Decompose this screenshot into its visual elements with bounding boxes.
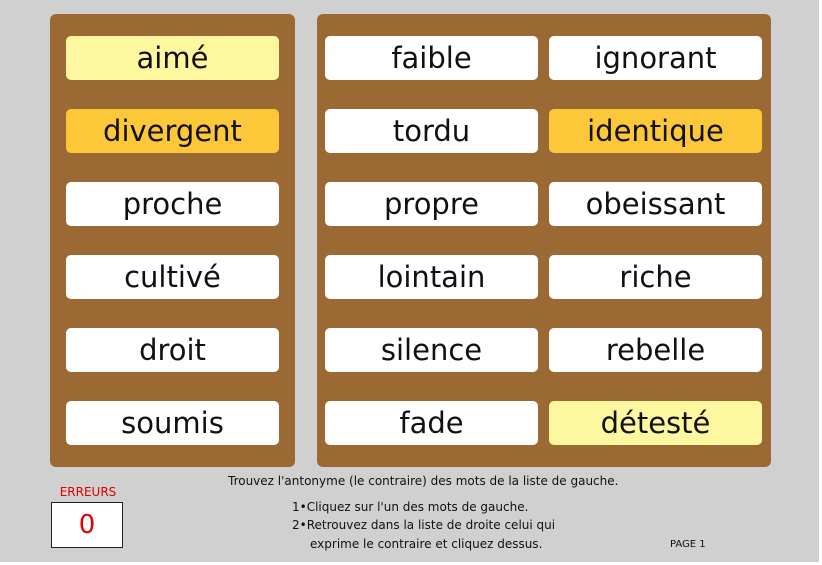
right-word-c1-3[interactable]: propre [325,182,538,226]
right-word-c1-4[interactable]: lointain [325,255,538,299]
left-word-6[interactable]: soumis [66,401,279,445]
left-word-1[interactable]: aimé [66,36,279,80]
right-word-c2-2[interactable]: identique [549,109,762,153]
left-word-5[interactable]: droit [66,328,279,372]
left-word-panel: aimé divergent proche cultivé droit soum… [50,14,295,467]
instruction-step-2-continued: exprime le contraire et cliquez dessus. [310,537,543,551]
right-word-c1-6[interactable]: fade [325,401,538,445]
right-word-c2-4[interactable]: riche [549,255,762,299]
right-word-c2-5[interactable]: rebelle [549,328,762,372]
right-word-c1-1[interactable]: faible [325,36,538,80]
instruction-step-2: 2•Retrouvez dans la liste de droite celu… [292,518,556,532]
left-word-3[interactable]: proche [66,182,279,226]
page-number: PAGE 1 [670,539,706,550]
left-word-2[interactable]: divergent [66,109,279,153]
right-word-c1-2[interactable]: tordu [325,109,538,153]
right-word-c2-6[interactable]: détesté [549,401,762,445]
instruction-title: Trouvez l'antonyme (le contraire) des mo… [228,474,619,488]
right-word-c1-5[interactable]: silence [325,328,538,372]
left-word-4[interactable]: cultivé [66,255,279,299]
instruction-step-1: 1•Cliquez sur l'un des mots de gauche. [292,500,529,514]
errors-counter: 0 [51,502,123,548]
right-word-panel: faible tordu propre lointain silence fad… [317,14,771,467]
right-word-c2-3[interactable]: obeissant [549,182,762,226]
right-word-c2-1[interactable]: ignorant [549,36,762,80]
errors-label: ERREURS [59,485,117,499]
